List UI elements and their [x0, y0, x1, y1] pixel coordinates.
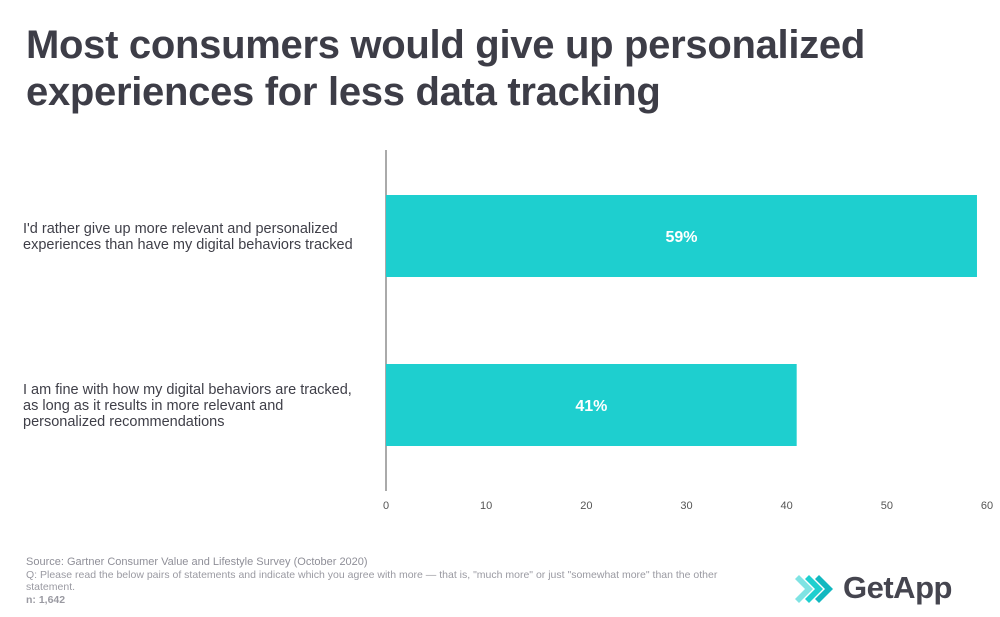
category-label-1: I'd rather give up more relevant and per… [23, 221, 353, 253]
source-note: Source: Gartner Consumer Value and Lifes… [26, 556, 368, 568]
x-tick-label: 30 [680, 500, 692, 512]
getapp-chevrons-icon [795, 575, 833, 603]
bar-value-label-1: 59% [665, 229, 697, 246]
x-tick-label: 50 [881, 500, 893, 512]
x-tick-label: 40 [781, 500, 793, 512]
category-label-line: I'd rather give up more relevant and per… [23, 221, 338, 237]
getapp-wordmark: GetApp [843, 570, 952, 605]
footnotes: Source: Gartner Consumer Value and Lifes… [26, 556, 746, 606]
x-tick-label: 10 [480, 500, 492, 512]
x-tick-label: 0 [383, 500, 389, 512]
question-note: Q: Please read the below pairs of statem… [26, 568, 718, 594]
category-label-line: I am fine with how my digital behaviors … [23, 382, 352, 398]
category-labels: I'd rather give up more relevant and per… [23, 221, 353, 430]
category-label-line: as long as it results in more relevant a… [23, 398, 283, 414]
x-tick-label: 20 [580, 500, 592, 512]
x-axis-ticks: 0 10 20 30 40 50 60 [383, 500, 993, 512]
x-tick-label: 60 [981, 500, 993, 512]
bar-2 [386, 364, 797, 446]
bar-1 [386, 195, 977, 277]
bars: 59% 41% [386, 195, 977, 446]
category-label-line: experiences than have my digital behavio… [23, 237, 353, 253]
getapp-logo: GetApp [795, 570, 975, 610]
sample-size-note: n: 1,642 [26, 593, 66, 606]
category-label-line: personalized recommendations [23, 414, 225, 430]
category-label-2: I am fine with how my digital behaviors … [23, 382, 352, 430]
chart-title: Most consumers would give up personalize… [26, 23, 865, 114]
bar-value-label-2: 41% [575, 398, 607, 415]
